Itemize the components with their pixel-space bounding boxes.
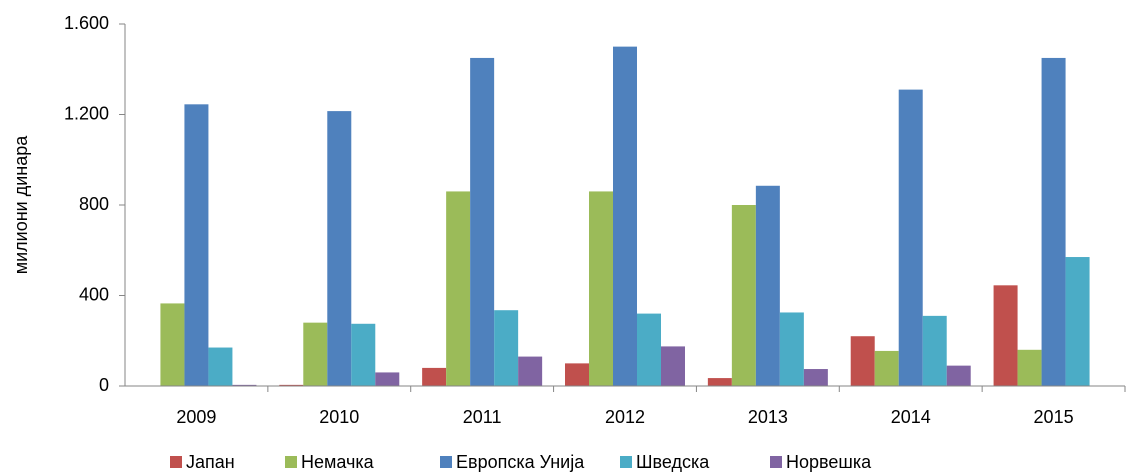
x-tick-label: 2012 — [605, 407, 645, 427]
legend-label: Шведска — [636, 452, 710, 472]
x-tick-label: 2013 — [748, 407, 788, 427]
bar — [898, 89, 923, 387]
bar — [446, 191, 471, 386]
y-tick-label: 0 — [99, 375, 109, 395]
legend-swatch — [440, 456, 452, 468]
legend-label: Јапан — [186, 452, 235, 472]
x-tick-label: 2010 — [319, 407, 359, 427]
legend-swatch — [285, 456, 297, 468]
bar — [422, 367, 447, 386]
bar — [613, 46, 637, 386]
bar — [922, 315, 947, 386]
x-tick-label: 2014 — [891, 407, 931, 427]
x-tick-label: 2015 — [1034, 407, 1074, 427]
bar — [184, 104, 209, 386]
bar — [232, 384, 257, 386]
y-tick-label: 400 — [79, 284, 109, 304]
bar — [993, 285, 1018, 386]
legend-label: Норвешка — [786, 452, 872, 472]
bar — [351, 323, 376, 386]
bar — [160, 303, 185, 386]
bar — [208, 347, 233, 386]
bar — [850, 336, 875, 386]
bar — [1017, 349, 1042, 386]
bar — [303, 322, 328, 386]
y-tick-label: 800 — [79, 194, 109, 214]
bar — [589, 191, 613, 386]
bar — [470, 57, 495, 386]
legend-label: Европска Унија — [456, 452, 585, 472]
bar — [731, 205, 756, 386]
x-tick-label: 2009 — [176, 407, 216, 427]
bar — [637, 313, 661, 386]
bar — [755, 185, 780, 386]
bar — [494, 310, 519, 386]
legend-swatch — [620, 456, 632, 468]
bar — [375, 372, 400, 386]
bar — [779, 312, 804, 386]
bar — [946, 365, 971, 386]
bar — [803, 369, 828, 386]
y-axis-label: милиони динара — [11, 135, 31, 275]
bar — [1065, 257, 1090, 386]
legend-swatch — [170, 456, 182, 468]
bar — [874, 350, 899, 386]
bar — [707, 378, 732, 386]
legend-label: Немачка — [301, 452, 375, 472]
y-tick-label: 1.600 — [64, 13, 109, 33]
bar — [279, 384, 304, 386]
bar — [1041, 57, 1066, 386]
legend-swatch — [770, 456, 782, 468]
bar — [565, 363, 589, 386]
x-tick-label: 2011 — [463, 407, 502, 427]
y-tick-label: 1.200 — [64, 103, 109, 123]
bar — [661, 346, 685, 386]
bar — [327, 111, 352, 386]
bar — [518, 356, 543, 386]
